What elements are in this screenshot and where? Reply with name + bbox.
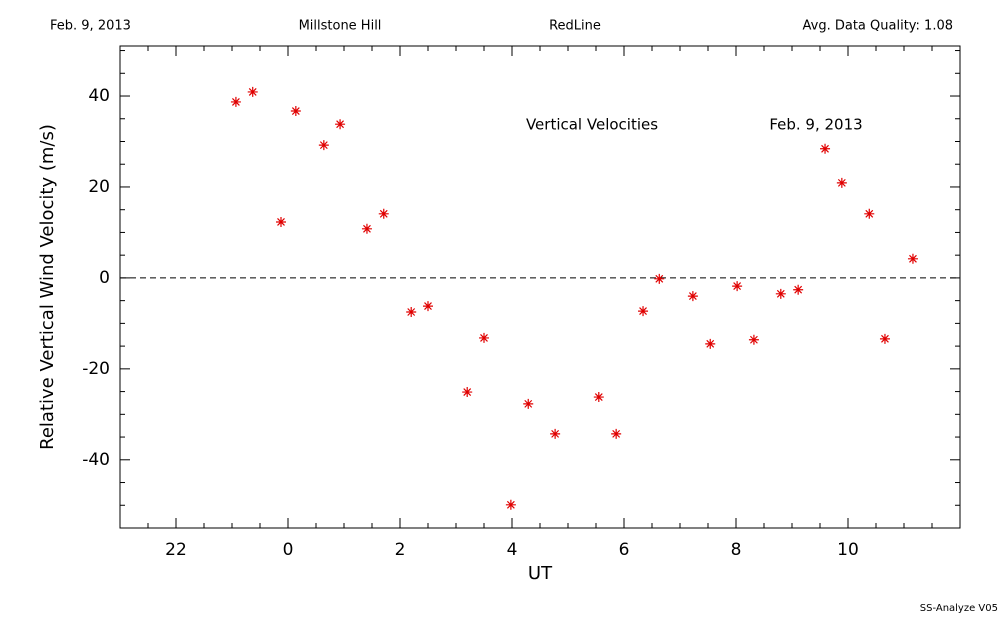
point — [462, 387, 473, 398]
point — [550, 428, 561, 439]
point — [406, 307, 417, 318]
x-tick-label: 10 — [837, 540, 859, 560]
x-tick-label: 2 — [395, 540, 406, 560]
point — [638, 306, 649, 317]
point — [879, 333, 890, 344]
header-quality: Avg. Data Quality: 1.08 — [803, 19, 953, 34]
point — [611, 428, 622, 439]
point — [820, 143, 831, 154]
x-tick-label: 8 — [731, 540, 742, 560]
point — [705, 338, 716, 349]
point — [335, 119, 346, 130]
point — [479, 332, 489, 343]
point — [654, 273, 665, 284]
y-tick-label: 40 — [88, 86, 110, 106]
point — [687, 291, 698, 302]
point — [793, 284, 804, 295]
point — [836, 177, 847, 188]
point — [290, 106, 301, 117]
point — [378, 208, 389, 219]
point — [593, 392, 604, 403]
y-axis-label: Relative Vertical Wind Velocity (m/s) — [37, 124, 58, 450]
point — [230, 96, 241, 107]
y-tick-label: 20 — [88, 177, 110, 197]
header-date: Feb. 9, 2013 — [50, 19, 131, 34]
point — [748, 334, 759, 345]
point — [247, 86, 258, 97]
x-tick-label: 22 — [165, 540, 187, 560]
x-tick-label: 6 — [619, 540, 630, 560]
header-line: RedLine — [549, 19, 601, 34]
point — [361, 223, 372, 234]
y-tick-label: 0 — [99, 268, 110, 288]
header-site: Millstone Hill — [299, 19, 382, 34]
point — [732, 281, 743, 292]
y-tick-label: -20 — [82, 359, 110, 379]
annotation: Feb. 9, 2013 — [769, 116, 862, 134]
x-axis-label: UT — [528, 563, 553, 584]
point — [318, 140, 329, 151]
point — [276, 216, 286, 227]
x-tick-label: 4 — [507, 540, 518, 560]
point — [505, 499, 516, 510]
point — [775, 288, 786, 299]
point — [907, 253, 918, 264]
x-tick-label: 0 — [283, 540, 294, 560]
annotation: Vertical Velocities — [526, 116, 658, 134]
point — [864, 208, 875, 219]
y-tick-label: -40 — [82, 450, 110, 470]
footer: SS-Analyze V05 — [920, 603, 998, 614]
point — [523, 398, 534, 409]
point — [423, 301, 433, 312]
